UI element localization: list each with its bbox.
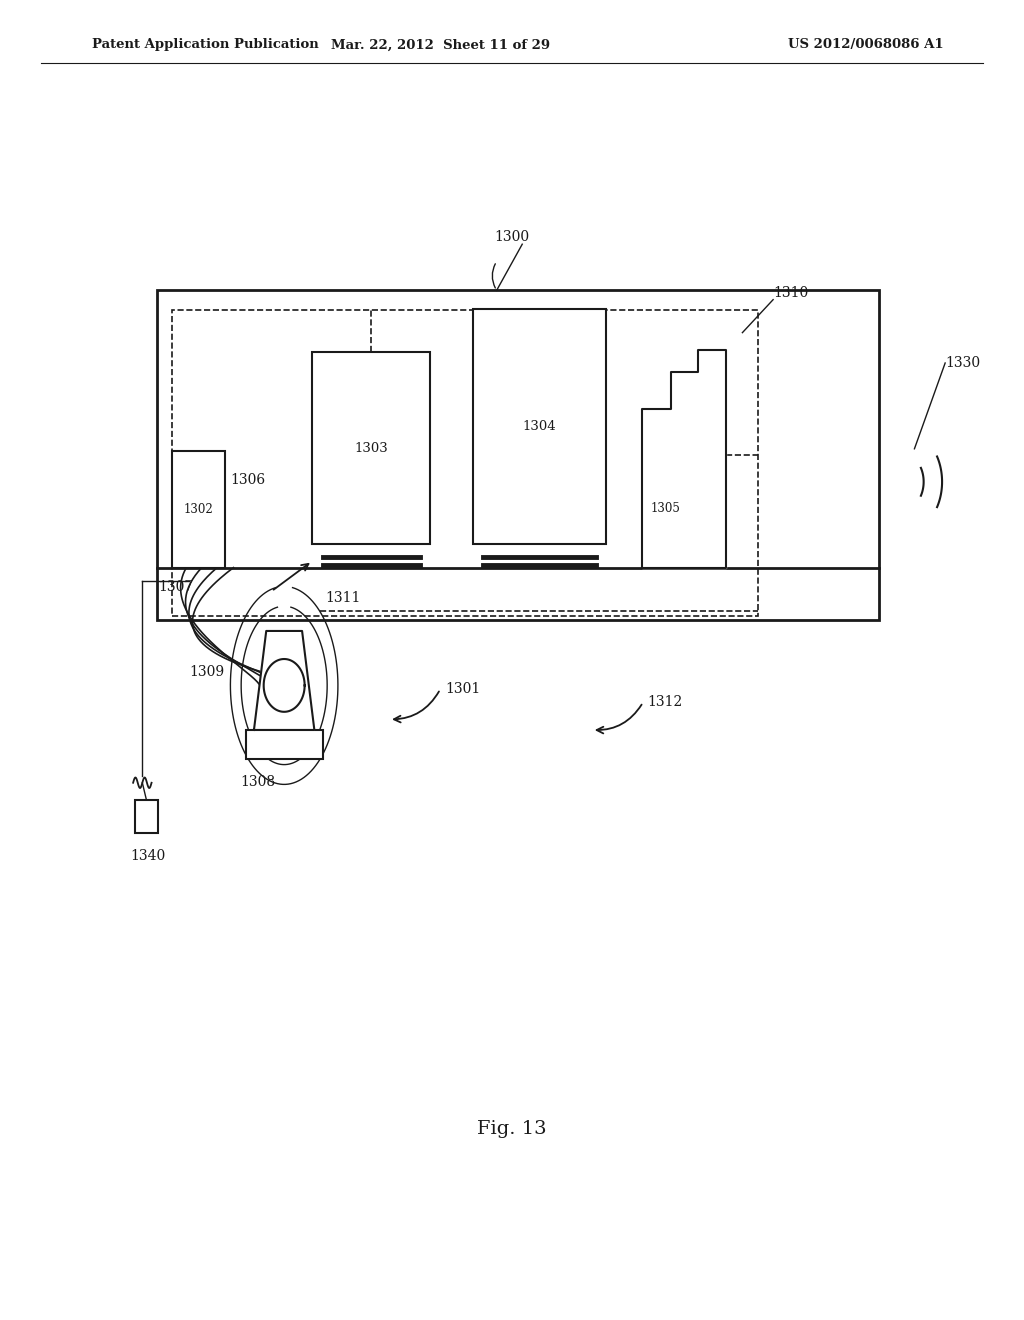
Polygon shape <box>642 350 726 568</box>
Text: 1305: 1305 <box>650 502 680 515</box>
FancyBboxPatch shape <box>246 730 323 759</box>
Text: 1312: 1312 <box>647 696 682 709</box>
Text: 1300: 1300 <box>495 230 529 244</box>
Text: US 2012/0068086 A1: US 2012/0068086 A1 <box>788 38 944 51</box>
Text: 1303: 1303 <box>354 442 388 454</box>
Text: 1330: 1330 <box>945 356 980 370</box>
FancyBboxPatch shape <box>172 451 225 568</box>
Text: 1311: 1311 <box>325 590 360 605</box>
FancyBboxPatch shape <box>135 800 158 833</box>
Text: Fig. 13: Fig. 13 <box>477 1119 547 1138</box>
Text: Patent Application Publication: Patent Application Publication <box>92 38 318 51</box>
Text: 1307: 1307 <box>159 581 194 594</box>
Text: 1340: 1340 <box>130 849 165 863</box>
Text: 1301: 1301 <box>445 682 480 696</box>
Text: 1310: 1310 <box>773 285 808 300</box>
Text: Mar. 22, 2012  Sheet 11 of 29: Mar. 22, 2012 Sheet 11 of 29 <box>331 38 550 51</box>
Polygon shape <box>254 631 314 730</box>
Text: 1302: 1302 <box>183 503 214 516</box>
FancyBboxPatch shape <box>312 352 430 544</box>
Text: 1306: 1306 <box>230 474 265 487</box>
Text: 1309: 1309 <box>189 665 224 680</box>
Text: 1308: 1308 <box>241 775 275 789</box>
FancyBboxPatch shape <box>473 309 606 544</box>
Text: 1304: 1304 <box>523 420 556 433</box>
